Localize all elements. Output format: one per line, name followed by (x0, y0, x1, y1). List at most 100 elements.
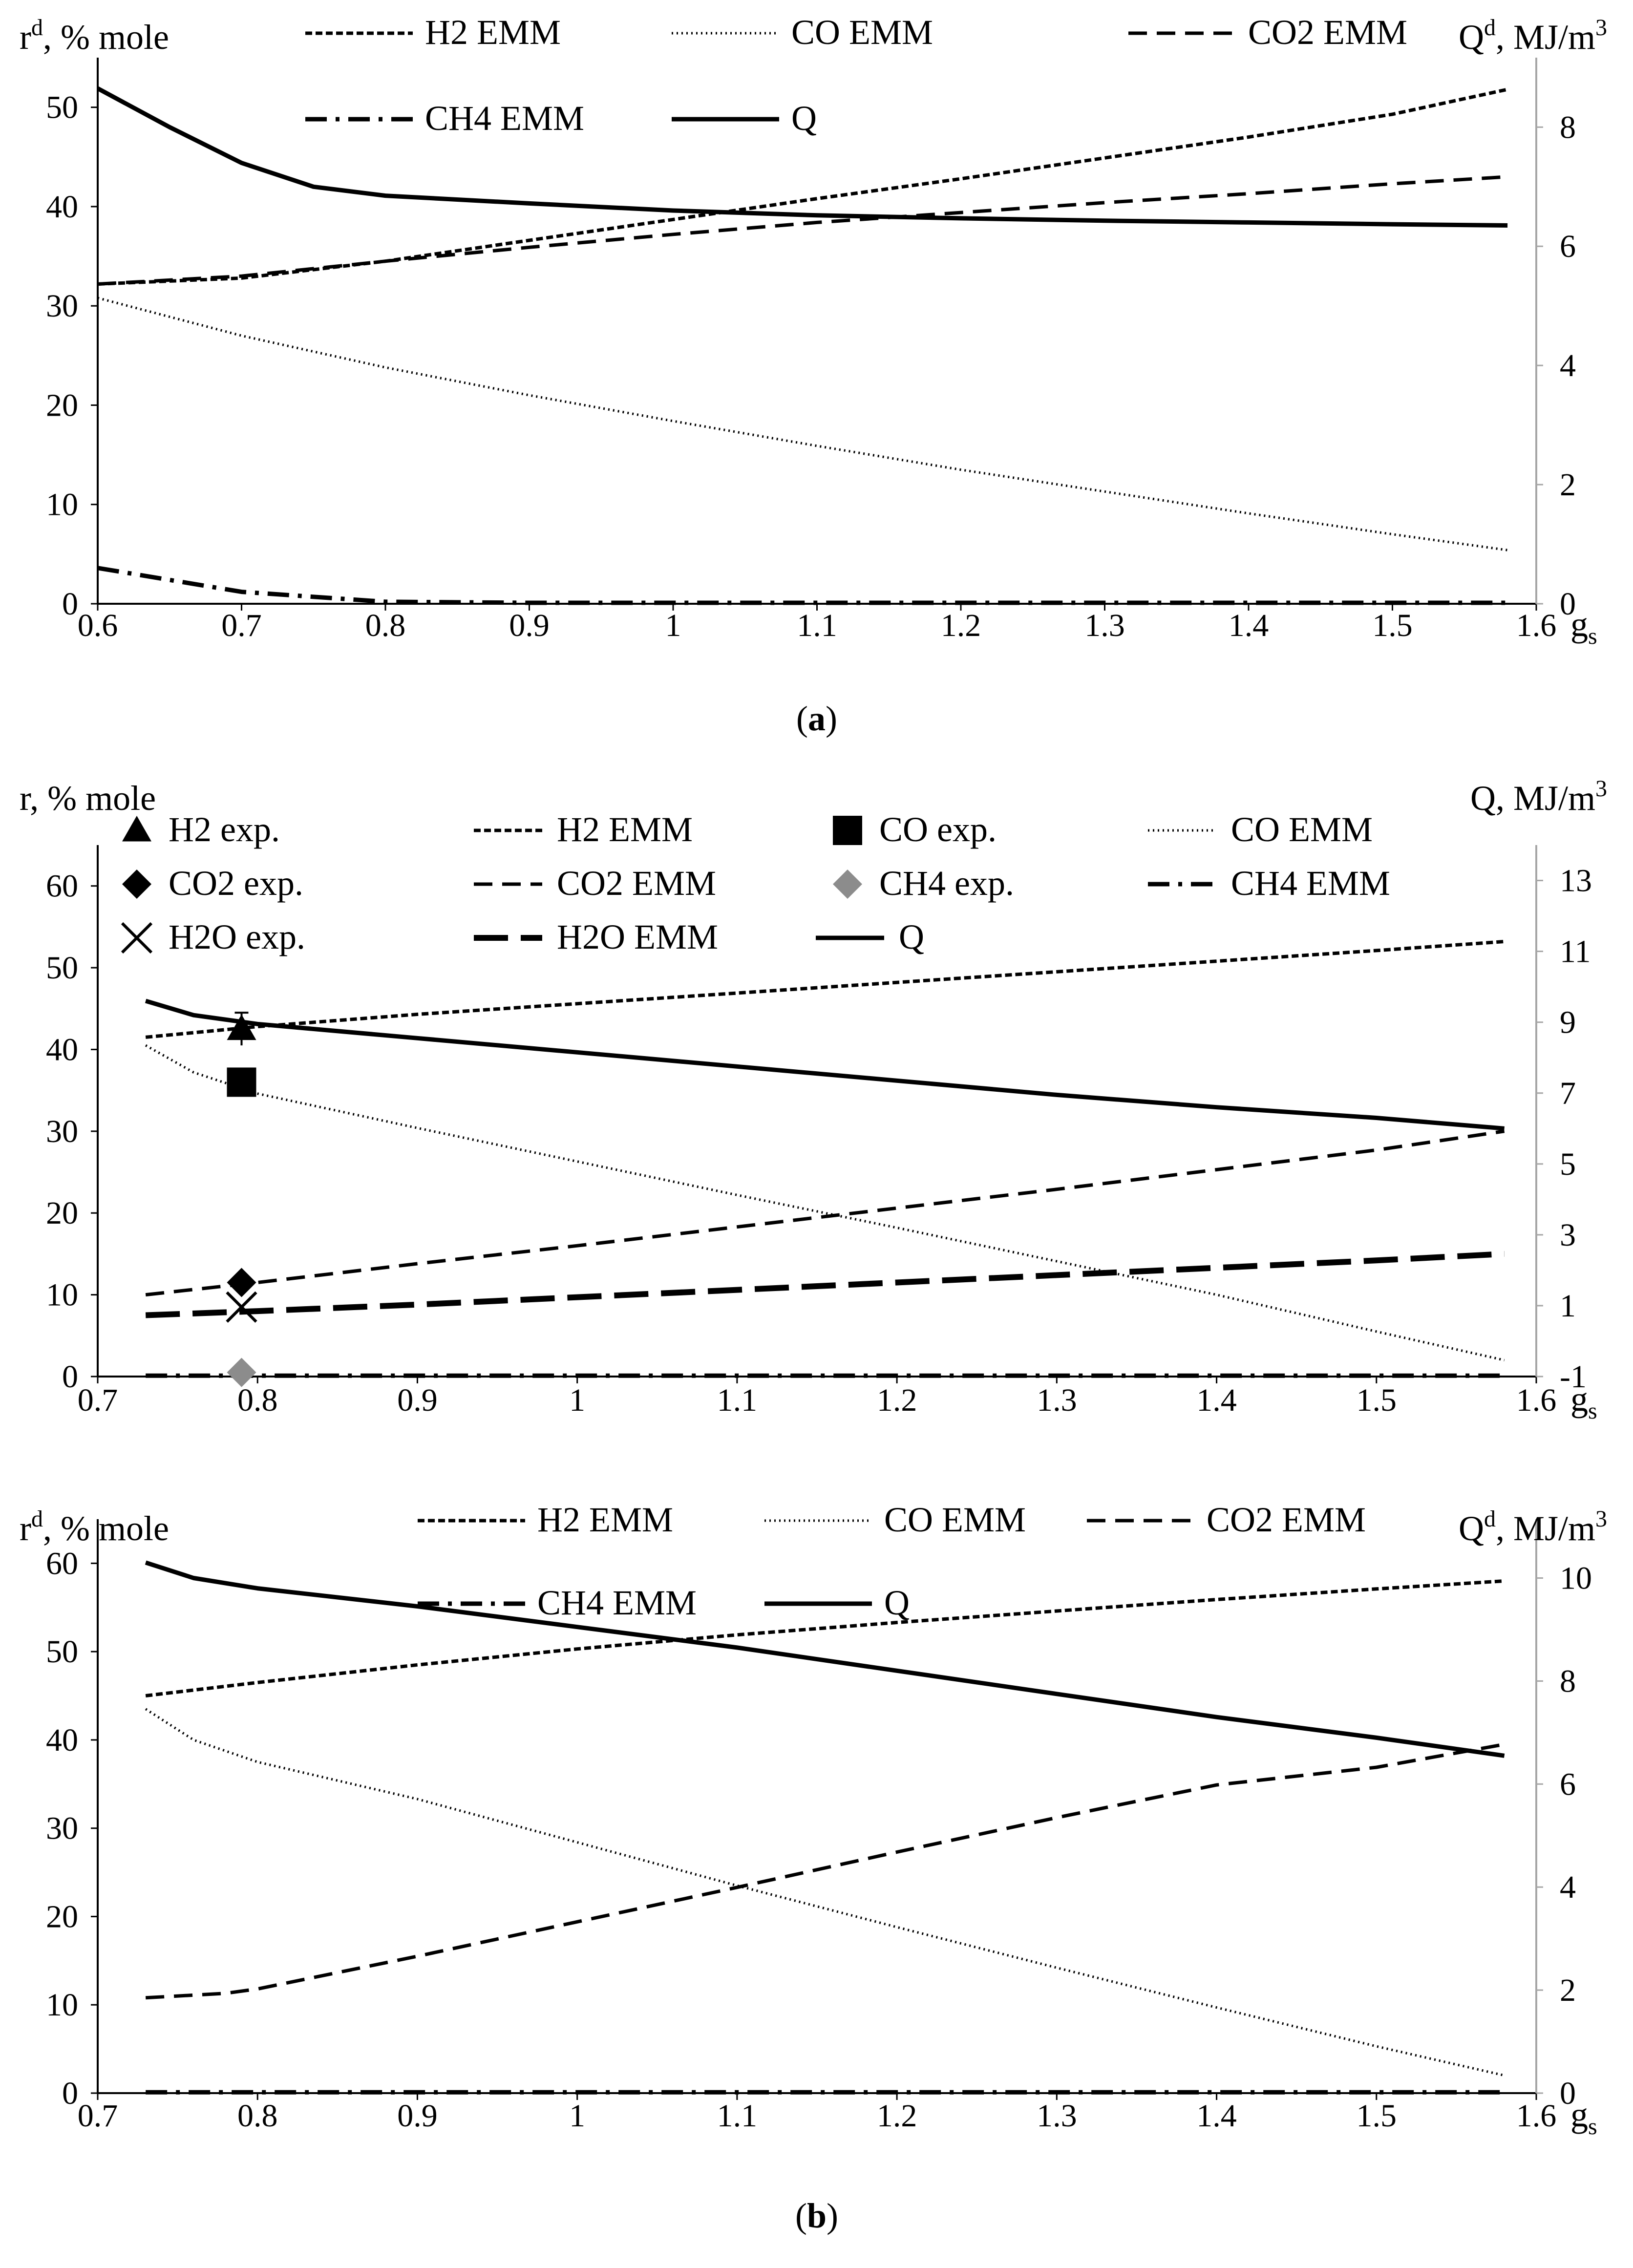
legend-label: Q (791, 99, 817, 138)
x-tick-label: 1.2 (877, 1382, 917, 1418)
legend-label: H2 EMM (537, 1500, 673, 1539)
y-right-tick-label: 7 (1560, 1076, 1576, 1111)
x-tick-label: 1.6 (1516, 1382, 1557, 1418)
legend-label: Q (899, 917, 924, 956)
x-tick-label: 1.5 (1372, 608, 1413, 643)
y-left-axis-label: rd, % mole (20, 1506, 169, 1548)
x-tick-label: 1.3 (1084, 608, 1125, 643)
legend-label: CO EMM (884, 1500, 1026, 1539)
y-left-tick-label: 40 (46, 189, 78, 225)
x-tick-label: 1.4 (1229, 608, 1269, 643)
series-line-h2 (145, 940, 1505, 1039)
x-tick-label: 1.5 (1357, 1382, 1397, 1418)
legend-label: CO EMM (791, 13, 933, 52)
x-tick-label: 1.3 (1037, 2098, 1077, 2134)
legend-label: CO2 EMM (1248, 13, 1407, 52)
y-left-tick-label: 0 (62, 1359, 78, 1395)
x-tick-label: 1.2 (877, 2098, 917, 2134)
y-left-axis-label: rd, % mole (20, 15, 169, 57)
x-tick-label: 0.8 (237, 1382, 278, 1418)
y-left-tick-label: 50 (46, 90, 78, 126)
legend-label: CO2 EMM (1207, 1500, 1366, 1539)
y-left-tick-label: 30 (46, 1114, 78, 1149)
legend-label: CH4 exp. (879, 864, 1014, 903)
legend-sample-diag (833, 869, 862, 899)
y-left-tick-label: 50 (46, 950, 78, 986)
x-tick-label: 0.7 (78, 1382, 118, 1418)
y-left-tick-label: 20 (46, 1899, 78, 1934)
x-tick-label: 1.3 (1037, 1382, 1077, 1418)
x-tick-label: 1.4 (1196, 2098, 1237, 2134)
y-right-tick-label: 10 (1560, 1561, 1592, 1596)
x-tick-label: 1.4 (1196, 1382, 1237, 1418)
legend-label: CH4 EMM (537, 1583, 697, 1622)
chart-panel-b1: 0.7 0.8 0.9 1 1.1 1.2 1.3 1.4 1.5 1.6 0 10 20 30 40 50 6… (20, 776, 1607, 1424)
data-point-x (226, 1291, 257, 1323)
series-line-co (145, 1044, 1505, 1361)
x-tick-label: 1 (569, 1382, 585, 1418)
y-right-axis-label: Qd, MJ/m3 (1459, 1506, 1607, 1548)
data-point-diag (227, 1357, 256, 1387)
y-right-tick-label: 8 (1560, 1663, 1576, 1699)
series-line-q (145, 1560, 1505, 1758)
x-tick-label: 1 (665, 608, 681, 643)
y-left-tick-label: 50 (46, 1634, 78, 1670)
series-line-q (96, 86, 1508, 228)
x-tick-label: 1 (569, 2098, 585, 2134)
series-line-co2 (146, 1742, 1505, 2000)
y-left-tick-label: 0 (62, 2076, 78, 2111)
x-tick-label: 1.6 (1516, 608, 1557, 643)
x-tick-label: 0.7 (221, 608, 262, 643)
x-axis-label: gs (1570, 1379, 1597, 1424)
x-tick-label: 1.1 (717, 1382, 758, 1418)
y-left-tick-label: 30 (46, 1811, 78, 1846)
data-point-dia (227, 1268, 256, 1297)
legend-label: H2O EMM (557, 917, 718, 956)
series-line-co2 (97, 175, 1508, 286)
data-point-tri (227, 1014, 256, 1040)
legend-label: CH4 EMM (425, 99, 584, 138)
legend-sample-sq (833, 816, 862, 845)
legend-label: CO2 EMM (557, 864, 716, 903)
series-line-co (97, 297, 1508, 551)
legend-label: Q (884, 1583, 910, 1622)
x-tick-label: 0.8 (237, 2098, 278, 2134)
y-right-tick-label: 1 (1560, 1288, 1576, 1324)
y-left-tick-label: 20 (46, 1195, 78, 1231)
series-line-ch4 (97, 566, 1508, 605)
y-right-axis-label: Q, MJ/m3 (1470, 776, 1607, 818)
y-left-tick-label: 20 (46, 387, 78, 423)
x-axis-label: gs (1570, 2095, 1597, 2140)
y-left-tick-label: 40 (46, 1032, 78, 1067)
chart-panel-a: 0.6 0.7 0.8 0.9 1 1.1 1.2 1.3 1.4 1.5 1.6010203040… (20, 13, 1607, 738)
y-right-tick-label: 5 (1560, 1146, 1576, 1182)
x-tick-label: 1.2 (941, 608, 981, 643)
y-right-tick-label: 0 (1560, 2076, 1576, 2111)
legend-sample-dia (122, 869, 151, 899)
y-right-tick-label: 6 (1560, 229, 1576, 264)
x-tick-label: 1.1 (797, 608, 837, 643)
y-right-tick-label: 11 (1560, 934, 1591, 970)
chart-panel-b2: 0.7 0.8 0.9 1 1.1 1.2 1.3 1.4 1.5 1.6010203040506… (20, 1500, 1607, 2235)
x-tick-label: 1.5 (1357, 2098, 1397, 2134)
y-left-tick-label: 60 (46, 1546, 78, 1581)
legend-label: H2 EMM (425, 13, 561, 52)
x-tick-label: 0.7 (78, 2098, 118, 2134)
y-left-tick-label: 10 (46, 487, 78, 523)
x-tick-label: 0.9 (397, 1382, 438, 1418)
y-right-tick-label: 3 (1560, 1217, 1576, 1253)
legend-label: CH4 EMM (1231, 864, 1390, 903)
y-left-tick-label: 10 (46, 1277, 78, 1313)
y-right-tick-label: 4 (1560, 348, 1576, 383)
y-right-tick-label: 2 (1560, 467, 1576, 503)
y-left-tick-label: 60 (46, 869, 78, 904)
y-right-tick-label: 6 (1560, 1766, 1576, 1802)
x-tick-label: 1.6 (1516, 2098, 1557, 2134)
legend-sample-tri (122, 816, 151, 842)
x-tick-label: 0.9 (397, 2098, 438, 2134)
series-line-q (145, 998, 1505, 1131)
y-left-axis-label: r, % mole (20, 779, 156, 818)
y-right-tick-label: -1 (1560, 1359, 1587, 1395)
x-axis-label: gs (1570, 605, 1597, 649)
panel-caption: (b) (795, 2196, 838, 2235)
